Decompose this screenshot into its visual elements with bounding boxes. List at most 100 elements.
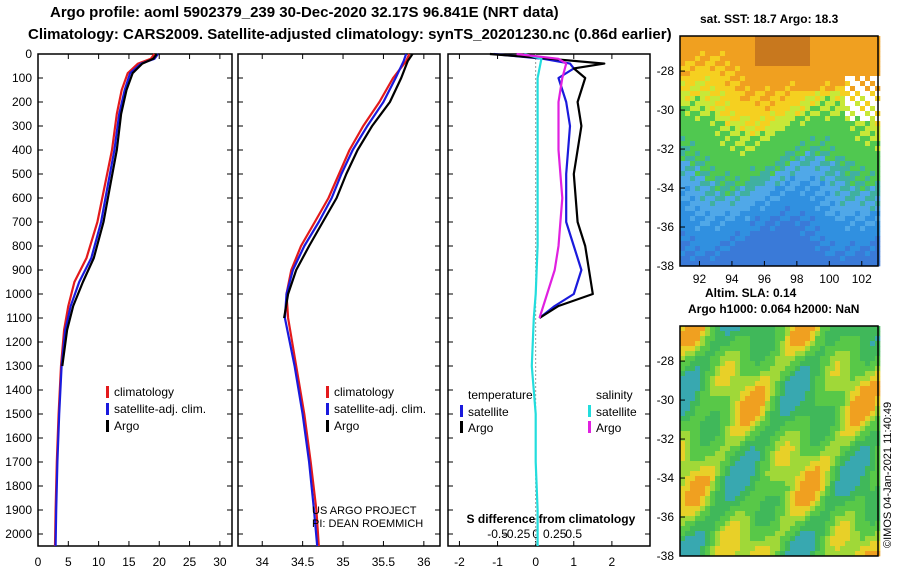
y-tick-label: 800 [12,239,32,253]
legend-swatch [326,386,329,398]
title-line-1: Argo profile: aoml 5902379_239 30-Dec-20… [50,4,559,21]
temperature-x-tick-label: 30 [213,555,227,569]
y-tick-label: 300 [12,119,32,133]
salinity-diff-tick-label: 0.5 [565,527,582,541]
sst-map-y-tick-label: -38 [657,259,675,273]
sst-map-x-tick-label: 100 [819,272,839,286]
y-tick-label: 1500 [5,407,32,421]
salinity-x-tick-label: 36 [417,555,431,569]
difference-series-temperature-satellite [493,52,583,319]
y-tick-label: 1100 [6,311,32,325]
sla-map-frame [679,325,879,557]
temperature-x-tick-label: 10 [92,555,106,569]
temperature-x-tick-label: 0 [35,555,42,569]
title-line-2: Climatology: CARS2009. Satellite-adjuste… [28,26,672,43]
legend-swatch [460,405,463,417]
salinity-diff-tick-label: 0.25 [543,527,567,541]
sla-map-y-tick-label: -32 [657,432,675,446]
sst-map-y-tick-label: -32 [657,142,675,156]
project-credit: US ARGO PROJECT [312,505,417,517]
argo-height-label: Argo h1000: 0.064 h2000: NaN [688,302,860,316]
sla-map-title: Altim. SLA: 0.14 [705,286,797,300]
y-tick-label: 1800 [5,479,32,493]
temperature-x-tick-label: 15 [122,555,136,569]
y-tick-label: 1900 [5,503,32,517]
legend-temperature-heading: temperature [468,388,533,402]
legend-label: satellite [596,405,637,419]
legend-label: satellite-adj. clim. [114,402,206,416]
legend-swatch [106,386,109,398]
salinity-series-Argo [283,53,414,319]
y-tick-label: 1200 [5,335,32,349]
y-tick-label: 0 [25,47,32,61]
legend-label: Argo [468,421,494,435]
legend-swatch [326,403,329,415]
salinity-series-satellite [283,53,408,547]
y-tick-label: 200 [12,95,32,109]
sst-map-x-tick-label: 92 [693,272,707,286]
sst-map-y-tick-label: -36 [657,220,675,234]
y-tick-label: 900 [12,263,32,277]
legend-label: satellite [468,405,509,419]
salinity-x-tick-label: 35 [336,555,350,569]
sst-map-y-tick-label: -34 [657,181,675,195]
sst-map-x-tick-label: 94 [725,272,739,286]
difference-x-tick-label: -2 [454,555,465,569]
salinity-x-tick-label: 35.5 [372,555,396,569]
legend-label: satellite-adj. clim. [334,402,426,416]
difference-series-temperature-Argo [489,52,606,319]
sst-map-frame [679,35,879,267]
sst-map-x-tick-label: 102 [852,272,872,286]
y-tick-label: 1300 [5,359,32,373]
sla-map-y-tick-label: -34 [657,471,675,485]
salinity-x-tick-label: 34.5 [291,555,315,569]
legend-swatch [460,421,463,433]
imos-credit: ©IMOS 04-Jan-2021 11:40:49 [882,401,894,548]
sla-map-y-tick-label: -38 [657,549,675,563]
pi-credit: PI: DEAN ROEMMICH [312,518,424,530]
temperature-series-satellite [54,53,159,547]
sst-map-x-tick-label: 98 [790,272,804,286]
legend-label: climatology [114,385,174,399]
sst-map-title: sat. SST: 18.7 Argo: 18.3 [700,12,839,26]
difference-series-salinity-Argo [516,52,568,319]
sst-map-y-tick-label: -30 [657,103,675,117]
temperature-frame [37,53,233,547]
legend-swatch [588,421,591,433]
sla-map-cells [680,326,881,557]
y-tick-label: 500 [12,167,32,181]
y-tick-label: 100 [12,71,32,85]
legend-swatch [588,405,591,417]
sla-map-y-tick-label: -30 [657,393,675,407]
y-tick-label: 1700 [5,455,32,469]
legend-swatch [106,420,109,432]
legend-salinity-heading: salinity [596,388,633,402]
legend-swatch [326,420,329,432]
difference-frame [447,53,651,547]
y-tick-label: 400 [12,143,32,157]
temperature-x-tick-label: 20 [153,555,167,569]
temperature-series-Argo [61,53,158,367]
legend-label: climatology [334,385,394,399]
legend-label: Argo [596,421,622,435]
sla-map-y-tick-label: -36 [657,510,675,524]
difference-x-tick-label: 2 [609,555,616,569]
difference-x-tick-label: 1 [570,555,577,569]
sst-map-cells [680,36,881,267]
y-tick-label: 700 [12,215,32,229]
difference-x-tick-label: 0 [532,555,539,569]
legend-label: Argo [114,419,140,433]
salinity-series-climatology [285,53,411,547]
sst-map-y-tick-label: -28 [657,64,675,78]
difference-x-tick-label: -1 [492,555,503,569]
legend-label: Argo [334,419,360,433]
temperature-series-climatology [53,53,156,547]
temperature-x-tick-label: 25 [183,555,197,569]
temperature-x-tick-label: 5 [65,555,72,569]
salinity-diff-tick-label: -0.5 [487,527,508,541]
sla-map-y-tick-label: -28 [657,354,675,368]
y-tick-label: 1000 [5,287,32,301]
y-tick-label: 1600 [5,431,32,445]
y-tick-label: 1400 [5,383,32,397]
